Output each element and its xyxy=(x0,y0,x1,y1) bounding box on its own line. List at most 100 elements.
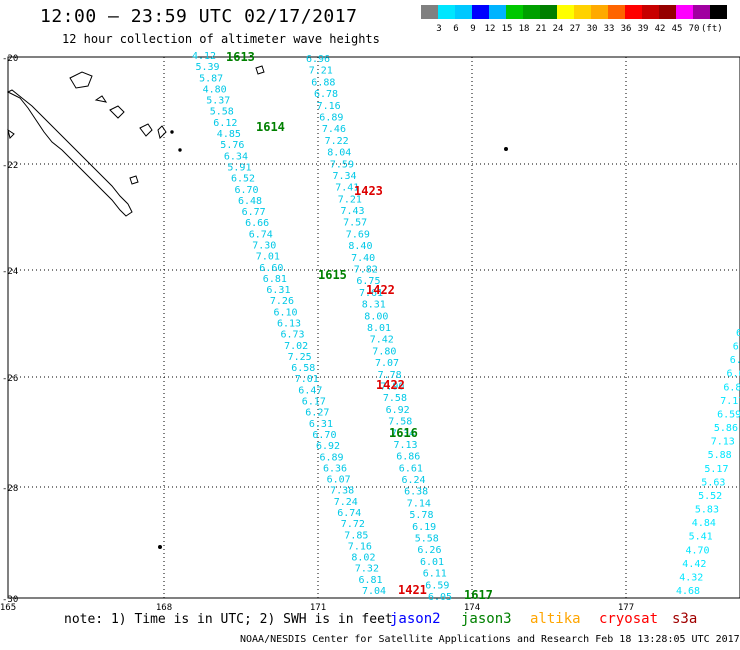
swh-value: 6.10 xyxy=(274,307,298,318)
swh-value: 7.01 xyxy=(256,252,280,263)
swh-value: 7.21 xyxy=(338,194,362,205)
swh-value: 7.30 xyxy=(252,241,276,252)
lat-tick-label: -20 xyxy=(2,54,18,64)
swh-value: 6.92 xyxy=(386,405,410,416)
isle-of-pines xyxy=(129,175,139,185)
lat-tick-label: -24 xyxy=(2,267,18,277)
swh-value: 6.17 xyxy=(302,397,326,408)
swh-value: 6.74 xyxy=(337,508,361,519)
swh-value: 6.61 xyxy=(399,463,423,474)
colorbar-swatch xyxy=(506,5,523,19)
colorbar-swatch xyxy=(625,5,642,19)
lon-tick-label: 177 xyxy=(618,603,634,613)
colorbar-label: 45 xyxy=(671,24,683,34)
swh-value: 8.04 xyxy=(327,148,351,159)
swh-value: 5.91 xyxy=(227,163,251,174)
swh-value: 5.58 xyxy=(415,534,439,545)
swh-value: 5.87 xyxy=(199,73,223,84)
new-caledonia-coast xyxy=(6,89,133,217)
colorbar-label: 9 xyxy=(470,24,476,34)
swh-value: 6.73 xyxy=(281,330,305,341)
legend-4: cryosat xyxy=(599,611,659,627)
pass-time-labels: 1613 1614 1423 1615 1422 1422 1616 1421 1617 xyxy=(226,50,493,602)
swh-value: 7.32 xyxy=(355,564,379,575)
colorbar-swatch xyxy=(693,5,710,19)
swh-value: 7.13 xyxy=(711,437,735,448)
swh-value: 6.70 xyxy=(312,430,336,441)
swh-value: 7.61 xyxy=(359,288,383,299)
swh-value: 7.57 xyxy=(343,218,367,229)
colorbar-swatch xyxy=(557,5,574,19)
swh-value: 6.48 xyxy=(238,196,262,207)
swh-value: 7.25 xyxy=(288,352,312,363)
lon-tick-label: 168 xyxy=(156,603,172,613)
swh-value: 7.21 xyxy=(309,66,333,77)
small-island-3 xyxy=(170,130,174,134)
swh-value: 6.01 xyxy=(420,557,444,568)
colorbar-swatch xyxy=(421,5,438,19)
plot-frame xyxy=(7,56,740,599)
swh-value: 6.60 xyxy=(259,263,283,274)
swh-value: 4.85 xyxy=(217,129,241,140)
colorbar-label: 24 xyxy=(552,24,564,34)
lat-lon-grid xyxy=(7,56,740,599)
swh-value: 7.07 xyxy=(375,358,399,369)
colorbar-swatch xyxy=(455,5,472,19)
colorbar-label: 18 xyxy=(518,24,530,34)
footnote: note: 1) Time is in UTC; 2) SWH is in fe… xyxy=(64,612,393,627)
swh-value: 4.80 xyxy=(203,84,227,95)
pass-time-label: 1421 xyxy=(398,583,427,597)
pass-time-label: 1614 xyxy=(256,120,285,134)
pass-time-label: 1423 xyxy=(354,184,383,198)
swh-value: 7.90 xyxy=(380,382,404,393)
swh-value: 6.81 xyxy=(263,274,287,285)
lon-tick-label: 165 xyxy=(0,603,16,613)
swh-value: 6.34 xyxy=(224,151,248,162)
swh-value: 6.70 xyxy=(235,185,259,196)
swh-value: 7.02 xyxy=(284,341,308,352)
colorbar-label: 21 xyxy=(535,24,547,34)
swh-value: 4.42 xyxy=(682,559,706,570)
lat-tick-label: -28 xyxy=(2,484,18,494)
pass-time-label: 1616 xyxy=(389,426,418,440)
swh-value: 5.88 xyxy=(708,450,732,461)
swh-value: 5.52 xyxy=(698,491,722,502)
colorbar-swatch xyxy=(608,5,625,19)
colorbar-label: 12 xyxy=(484,24,496,34)
swh-value: 7.17 xyxy=(720,396,740,407)
small-island-2 xyxy=(158,545,162,549)
swh-value: 5.17 xyxy=(704,464,728,475)
credit-line: NOAA/NESDIS Center for Satellite Applica… xyxy=(240,634,740,645)
swh-value: 6.58 xyxy=(291,363,315,374)
legend-1: jason2 xyxy=(390,611,441,627)
swh-value: 6.89 xyxy=(319,113,343,124)
lon-tick-label: 174 xyxy=(464,603,480,613)
swh-value: 6.31 xyxy=(266,285,290,296)
swh-value: 4.84 xyxy=(692,518,716,529)
swh-value: 4.70 xyxy=(686,545,710,556)
swh-value: 6.96 xyxy=(306,54,330,65)
swh-value: 6.12 xyxy=(213,118,237,129)
colorbar-swatch xyxy=(523,5,540,19)
swh-value: 5.41 xyxy=(689,532,713,543)
loyalty-island-1 xyxy=(69,71,93,89)
swh-value: 6. xyxy=(730,355,740,366)
swh-value: 4.32 xyxy=(679,572,703,583)
colorbar-label: 3 xyxy=(436,24,442,34)
swh-value: 8.02 xyxy=(351,553,375,564)
swh-value: 5.78 xyxy=(409,510,433,521)
loyalty-island-3 xyxy=(139,123,153,137)
colorbar-swatch xyxy=(540,5,557,19)
chart-subtitle: 12 hour collection of altimeter wave hei… xyxy=(62,32,380,46)
swh-value: 7.78 xyxy=(378,370,402,381)
legend-3: altika xyxy=(530,611,581,627)
colorbar-swatch xyxy=(489,5,506,19)
colorbar-label: 15 xyxy=(501,24,513,34)
swh-value: 7.58 xyxy=(383,393,407,404)
swh-value: 8.40 xyxy=(348,241,372,252)
swh-value: 6.59 xyxy=(425,580,449,591)
swh-value: 6.19 xyxy=(412,522,436,533)
swh-value: 5.37 xyxy=(206,96,230,107)
swh-value: 7.34 xyxy=(333,171,357,182)
swh-value: 7.41 xyxy=(335,183,359,194)
